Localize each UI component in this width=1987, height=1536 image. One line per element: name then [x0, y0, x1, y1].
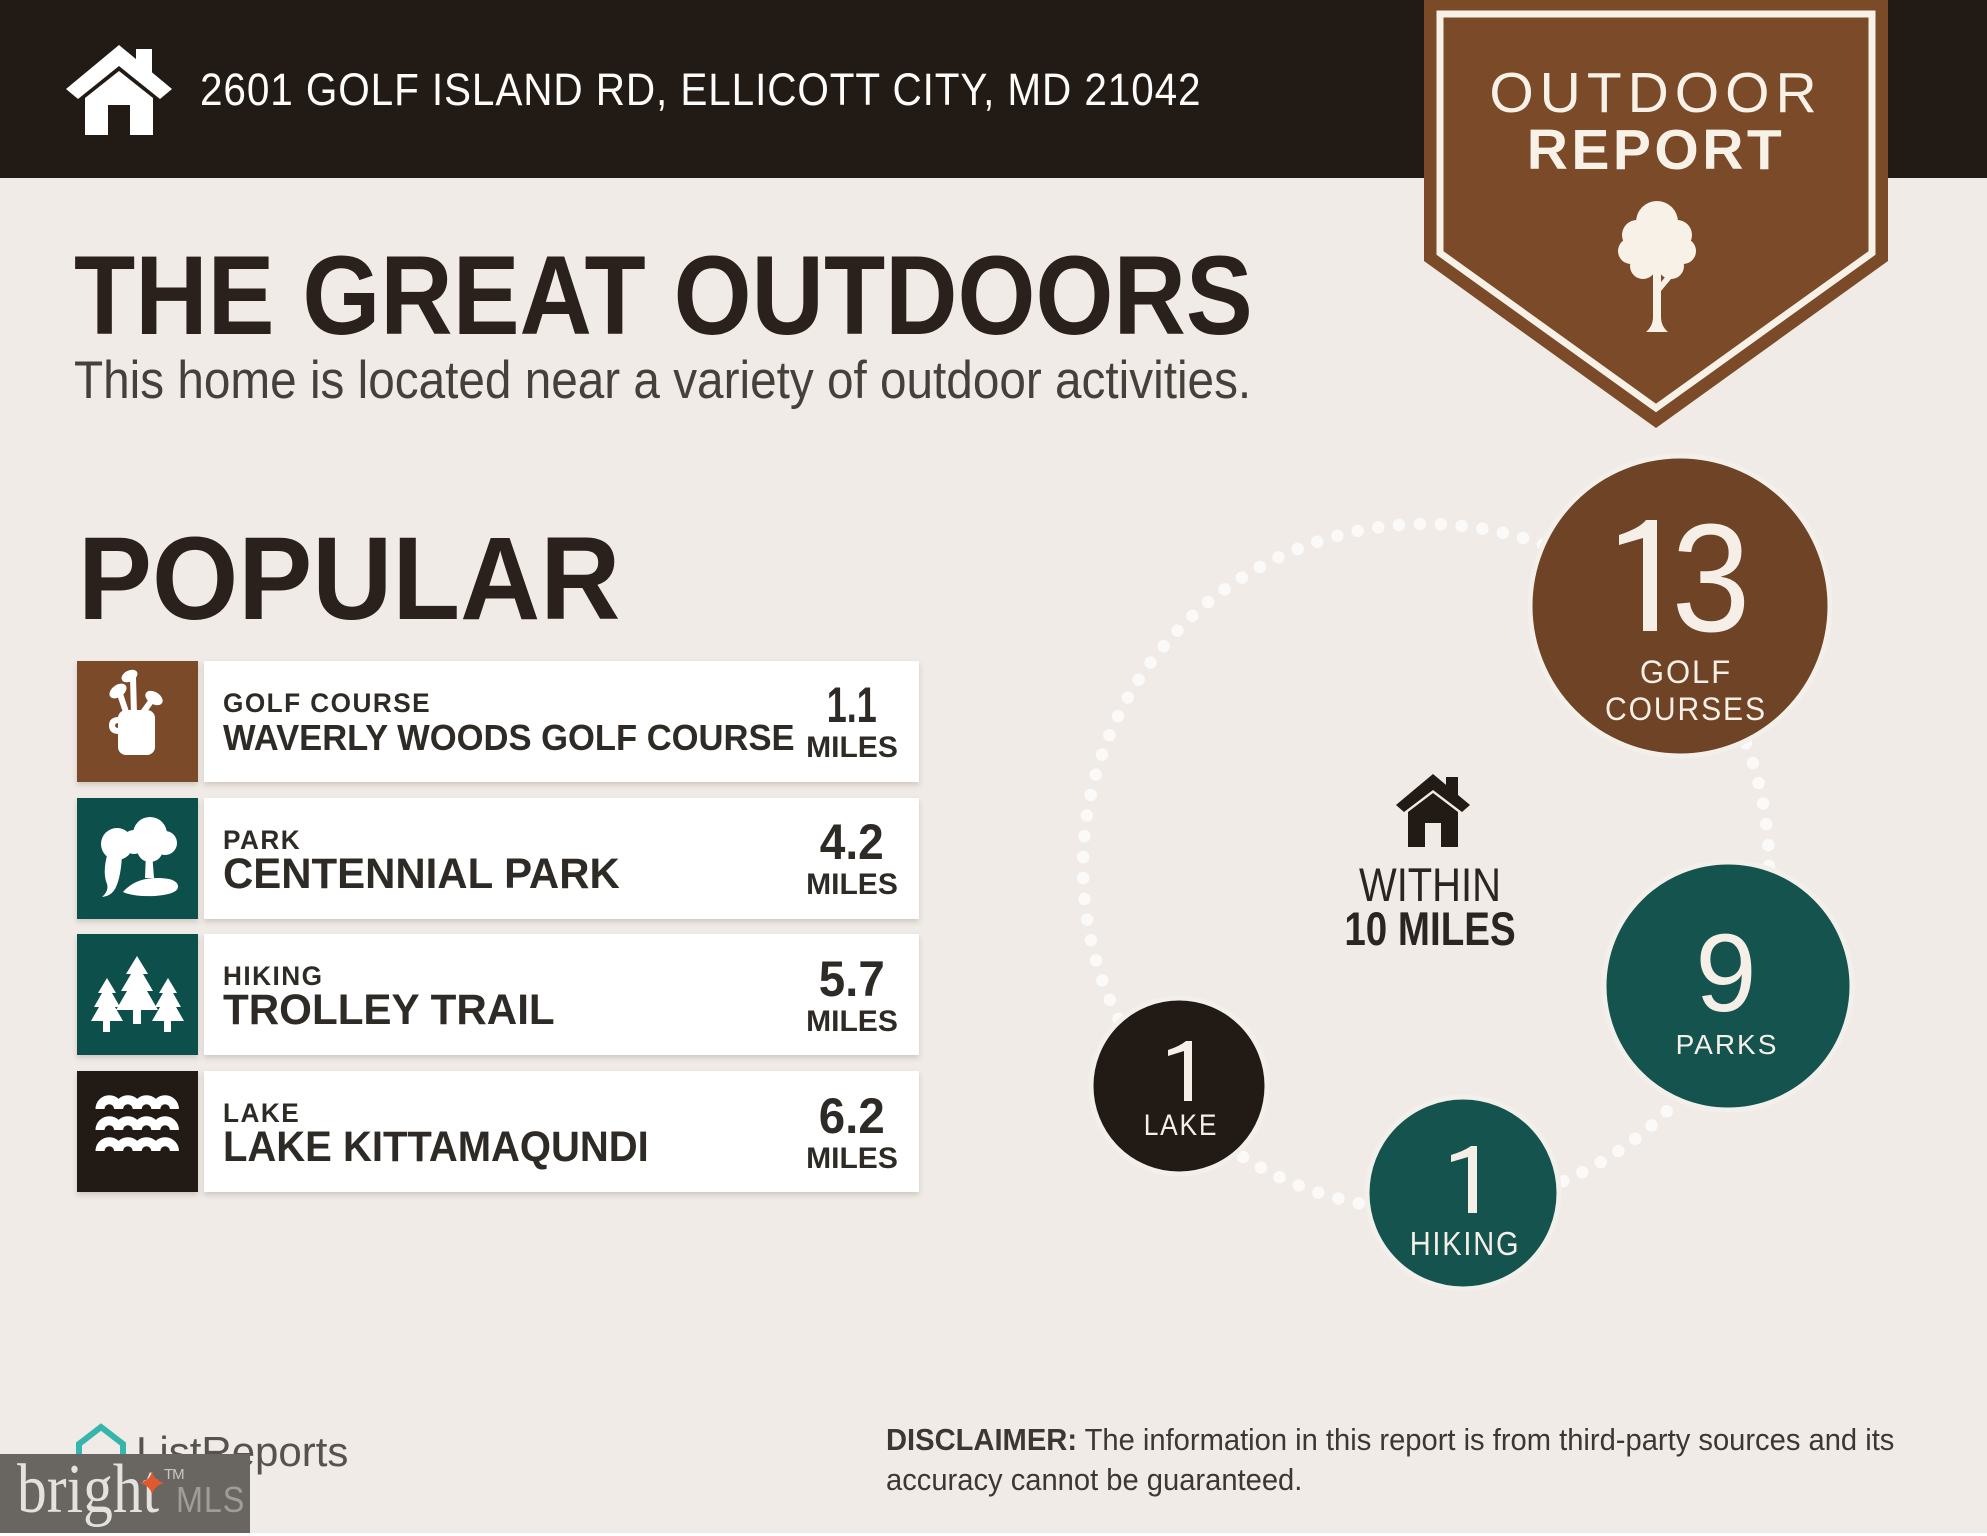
svg-text:PARKS: PARKS: [1676, 1029, 1779, 1060]
svg-text:GOLF: GOLF: [1640, 654, 1732, 691]
svg-text:WITHIN: WITHIN: [1359, 860, 1501, 912]
svg-text:OUTDOOR: OUTDOOR: [1489, 61, 1822, 125]
svg-text:COURSES: COURSES: [1605, 691, 1767, 727]
svg-text:LAKE: LAKE: [1144, 1107, 1219, 1141]
svg-text:REPORT: REPORT: [1527, 118, 1786, 182]
svg-text:9: 9: [1695, 912, 1756, 1035]
svg-text:HIKING: HIKING: [1410, 1225, 1521, 1262]
svg-text:10 MILES: 10 MILES: [1344, 903, 1515, 955]
svg-text:3: 3: [1672, 493, 1751, 665]
